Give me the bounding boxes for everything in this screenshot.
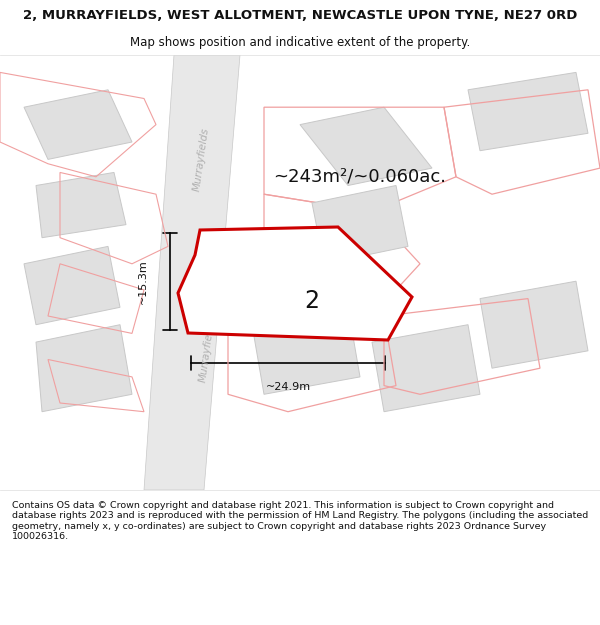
Text: Murrayfields: Murrayfields [197, 318, 217, 383]
Polygon shape [468, 72, 588, 151]
Polygon shape [178, 227, 412, 340]
Polygon shape [252, 308, 360, 394]
Text: ~24.9m: ~24.9m [265, 382, 311, 392]
Polygon shape [372, 325, 480, 412]
Polygon shape [36, 173, 126, 238]
Polygon shape [24, 90, 132, 159]
Text: ~243m²/~0.060ac.: ~243m²/~0.060ac. [274, 168, 446, 186]
Text: Map shows position and indicative extent of the property.: Map shows position and indicative extent… [130, 36, 470, 49]
Text: 2, MURRAYFIELDS, WEST ALLOTMENT, NEWCASTLE UPON TYNE, NE27 0RD: 2, MURRAYFIELDS, WEST ALLOTMENT, NEWCAST… [23, 9, 577, 22]
Polygon shape [36, 325, 132, 412]
Polygon shape [480, 281, 588, 368]
Text: Contains OS data © Crown copyright and database right 2021. This information is : Contains OS data © Crown copyright and d… [12, 501, 588, 541]
Polygon shape [300, 107, 432, 186]
Text: ~15.3m: ~15.3m [138, 259, 148, 304]
Text: 2: 2 [305, 289, 320, 312]
Polygon shape [24, 246, 120, 325]
Text: Murrayfields: Murrayfields [191, 127, 211, 192]
Polygon shape [312, 186, 408, 264]
Polygon shape [144, 55, 240, 490]
